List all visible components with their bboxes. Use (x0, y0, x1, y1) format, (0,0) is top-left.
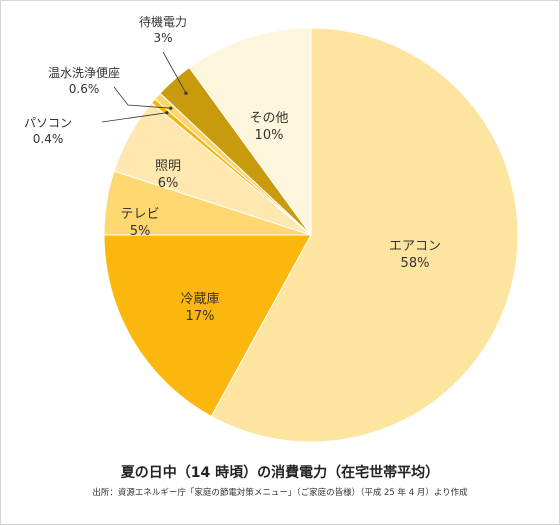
slice-value-label: 5% (130, 224, 151, 239)
pie-slice-1 (103, 234, 312, 418)
callout-dot (165, 111, 169, 115)
slice-value-label: 3% (153, 31, 172, 45)
slice-value-label: 58% (401, 256, 430, 271)
slice-name-label: 待機電力 (139, 14, 187, 29)
chart-title: 夏の日中（14 時頃）の消費電力（在宅世帯平均） (120, 465, 440, 481)
slice-value-label: 10% (255, 128, 284, 143)
callout-dot (184, 91, 188, 95)
pie-slices (103, 27, 519, 443)
slice-value-label: 0.6% (69, 82, 100, 96)
callout-line (162, 51, 187, 94)
pie-slice-0 (210, 27, 519, 443)
slice-name-label: 照明 (155, 159, 181, 174)
slice-value-label: 6% (158, 176, 179, 191)
slice-name-label: エアコン (389, 239, 441, 254)
pie-labels: エアコン 58% 冷蔵庫 17% テレビ 5% 照明 6% パソコン 0.4% 温水洗浄便座 0.6%… (24, 14, 441, 324)
slice-value-label: 17% (186, 309, 215, 324)
slice-name-label: 温水洗浄便座 (48, 65, 120, 80)
callout-line (101, 112, 167, 123)
callout-line (113, 86, 171, 109)
pie-callouts (101, 51, 188, 123)
callout-dot (169, 106, 173, 110)
slice-name-label: パソコン (24, 116, 72, 130)
slice-name-label: 冷蔵庫 (180, 292, 219, 307)
chart-source: 出所：資源エネルギー庁「家庭の節電対策メニュー」（ご家庭の皆様）（平成 25 年… (92, 488, 468, 498)
pie-slice-7 (188, 27, 312, 237)
slice-name-label: テレビ (120, 207, 159, 222)
slice-value-label: 0.4% (33, 132, 64, 146)
slice-name-label: その他 (249, 111, 288, 126)
